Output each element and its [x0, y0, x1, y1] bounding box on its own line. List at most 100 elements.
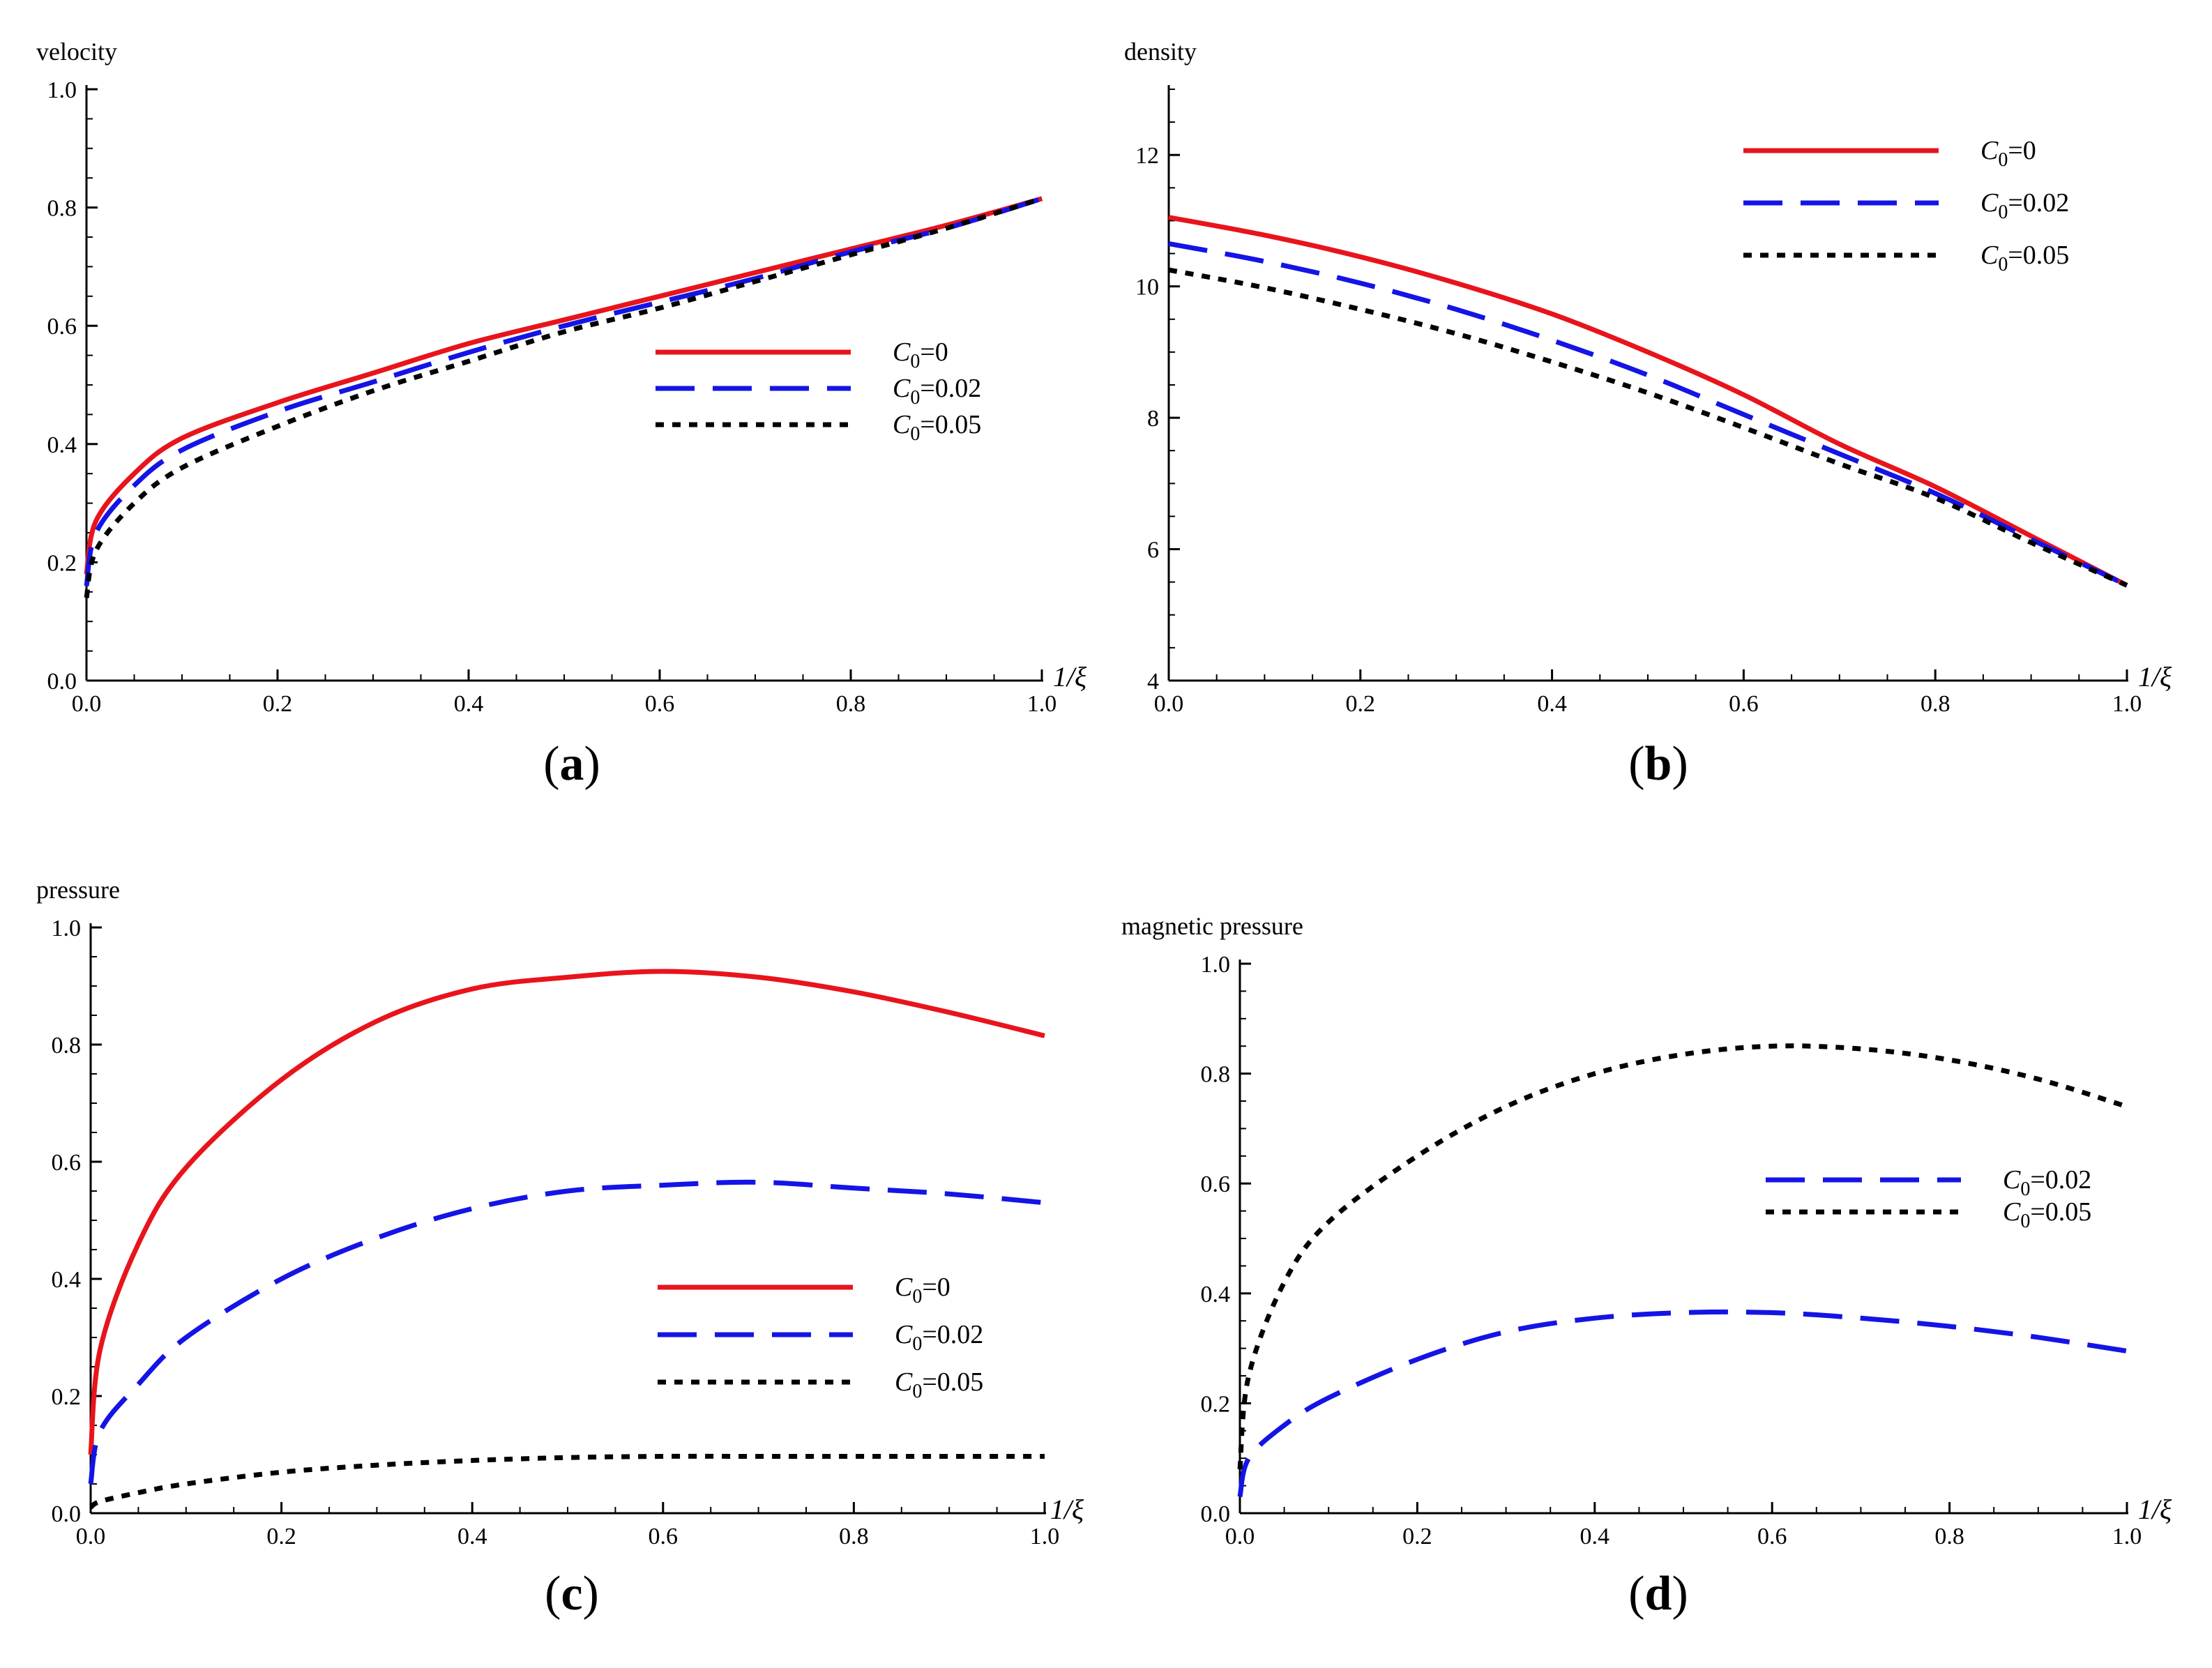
y-tick-label: 0.6 — [52, 1150, 82, 1176]
legend-entry-main: C — [895, 1320, 913, 1349]
y-tick-label: 1.0 — [47, 77, 77, 103]
legend-entry-rest: =0.05 — [920, 410, 981, 439]
x-tick-label: 0.8 — [1934, 1524, 1964, 1549]
y-tick-label: 0.4 — [1201, 1282, 1231, 1307]
legend-entry: C0=0.02 — [2003, 1165, 2091, 1200]
x-tick-label: 0.0 — [1225, 1524, 1255, 1549]
x-tick-label: 0.4 — [454, 691, 484, 717]
legend-entry: C0=0 — [895, 1273, 950, 1307]
y-tick-label: 0.2 — [52, 1384, 82, 1410]
x-tick-label: 1.0 — [1027, 691, 1057, 717]
y-axis-label: magnetic pressure — [1121, 912, 1303, 940]
legend-entry: C0=0.05 — [895, 1367, 983, 1402]
y-tick-label: 0.2 — [1201, 1391, 1231, 1417]
legend-entry: C0=0.02 — [893, 374, 981, 409]
y-tick-label: 1.0 — [1201, 952, 1231, 978]
series-line-c0-0-05 — [1168, 267, 2128, 588]
legend-entry-main: C — [1980, 188, 1999, 218]
y-tick-label: 6 — [1147, 538, 1159, 563]
series-line-c0-0-05 — [84, 196, 1043, 598]
chart-panel-3: 0.0 0.2 0.4 0.6 0.8 1.0 0.0 0.2 0.4 0.6 0.8 1.0 pres… — [36, 876, 1084, 1621]
y-tick-label: 0.4 — [47, 432, 77, 458]
legend-entry-main: C — [2003, 1197, 2021, 1227]
legend-entry-sub: 0 — [910, 423, 920, 445]
legend-entry-sub: 0 — [1998, 149, 2008, 171]
legend-entry-main: C — [895, 1273, 913, 1302]
legend-entry-rest: =0.02 — [920, 374, 981, 403]
y-tick-label: 0.6 — [47, 314, 77, 340]
y-tick-label: 0.2 — [47, 550, 77, 576]
legend-entry-sub: 0 — [912, 1286, 922, 1307]
legend-entry-main: C — [2003, 1165, 2021, 1195]
legend-entry: C0=0.02 — [1980, 188, 2069, 223]
series-line-c0-0 — [88, 969, 1045, 1455]
series-line-c0-0-02 — [1237, 1309, 2128, 1498]
chart-panel-1: 0.0 0.2 0.4 0.6 0.8 1.0 0.0 0.2 0.4 0.6 0.8 1.0 velo… — [36, 38, 1087, 791]
legend-entry-rest: =0.02 — [2030, 1165, 2091, 1195]
x-tick-label: 0.2 — [266, 1524, 296, 1549]
legend-entry-sub: 0 — [1998, 254, 2008, 275]
legend-entry-rest: =0 — [920, 338, 948, 367]
series-line-c0-0-02 — [84, 196, 1043, 586]
x-tick-label: 0.2 — [1402, 1524, 1432, 1549]
y-axis-label: density — [1124, 38, 1197, 66]
y-axis-label: velocity — [36, 38, 117, 66]
y-tick-label: 0.4 — [52, 1267, 82, 1293]
legend-entry-sub: 0 — [1998, 202, 2008, 223]
y-tick-label: 4 — [1147, 669, 1159, 695]
x-tick-label: 0.8 — [1921, 691, 1950, 717]
legend-entry-main: C — [893, 374, 911, 403]
x-tick-label: 0.6 — [649, 1524, 679, 1549]
y-tick-label: 0.0 — [1201, 1501, 1231, 1527]
legend-entry: C0=0.05 — [893, 410, 981, 445]
x-tick-label: 0.4 — [1537, 691, 1567, 717]
x-axis-label: 1/ξ — [2138, 1494, 2172, 1525]
x-tick-label: 0.8 — [839, 1524, 869, 1549]
y-tick-label: 0.8 — [52, 1033, 82, 1059]
x-tick-label: 1.0 — [1030, 1524, 1060, 1549]
y-tick-label: 0.8 — [47, 196, 77, 222]
series-line-c0-0 — [84, 196, 1043, 575]
panel-label: (c) — [545, 1567, 599, 1621]
panel-label: (d) — [1628, 1567, 1688, 1621]
y-tick-label: 8 — [1147, 406, 1159, 432]
x-tick-label: 1.0 — [2112, 1524, 2142, 1549]
series-line-c0-0-05 — [1237, 1043, 2128, 1470]
series-line-c0-0-02 — [1168, 241, 2128, 588]
y-tick-label: 10 — [1135, 275, 1159, 301]
legend-entry-sub: 0 — [912, 1333, 922, 1355]
chart-panel-2: 0.0 0.2 0.4 0.6 0.8 1.04681012density1/ξC0=0C… — [1124, 38, 2172, 791]
series-line-c0-0-02 — [88, 1179, 1045, 1485]
legend-entry: C0=0.05 — [1980, 241, 2069, 275]
x-tick-label: 0.4 — [457, 1524, 487, 1549]
legend-entry-rest: =0.02 — [922, 1320, 983, 1349]
y-tick-label: 0.0 — [52, 1501, 82, 1527]
x-tick-label: 0.0 — [72, 691, 102, 717]
legend-entry-rest: =0 — [2008, 136, 2036, 165]
x-axis-label: 1/ξ — [1050, 1494, 1084, 1525]
chart-panel-4: 0.0 0.2 0.4 0.6 0.8 1.0 0.0 0.2 0.4 0.6 0.8 1.0 magn… — [1121, 912, 2172, 1621]
legend-entry-rest: =0.05 — [922, 1367, 983, 1397]
x-tick-label: 0.8 — [836, 691, 866, 717]
legend-entry-sub: 0 — [910, 387, 920, 409]
x-tick-label: 0.0 — [76, 1524, 106, 1549]
x-tick-label: 0.6 — [1729, 691, 1759, 717]
x-tick-label: 1.0 — [2112, 691, 2142, 717]
y-axis-label: pressure — [36, 876, 120, 904]
legend-entry-main: C — [1980, 136, 1999, 165]
legend-entry-sub: 0 — [910, 351, 920, 372]
y-tick-label: 0.8 — [1201, 1062, 1231, 1088]
legend-entry-rest: =0.05 — [2030, 1197, 2091, 1227]
legend-entry-sub: 0 — [2020, 1211, 2030, 1232]
x-tick-label: 0.2 — [1346, 691, 1376, 717]
x-tick-label: 0.6 — [645, 691, 675, 717]
x-axis-label: 1/ξ — [1053, 661, 1087, 692]
panel-label: (a) — [543, 737, 600, 791]
legend-entry: C0=0.02 — [895, 1320, 983, 1355]
legend-entry-main: C — [895, 1367, 913, 1397]
legend-entry-rest: =0.05 — [2008, 241, 2069, 270]
x-axis-label: 1/ξ — [2138, 661, 2172, 692]
x-tick-label: 0.0 — [1154, 691, 1184, 717]
x-tick-label: 0.2 — [263, 691, 293, 717]
